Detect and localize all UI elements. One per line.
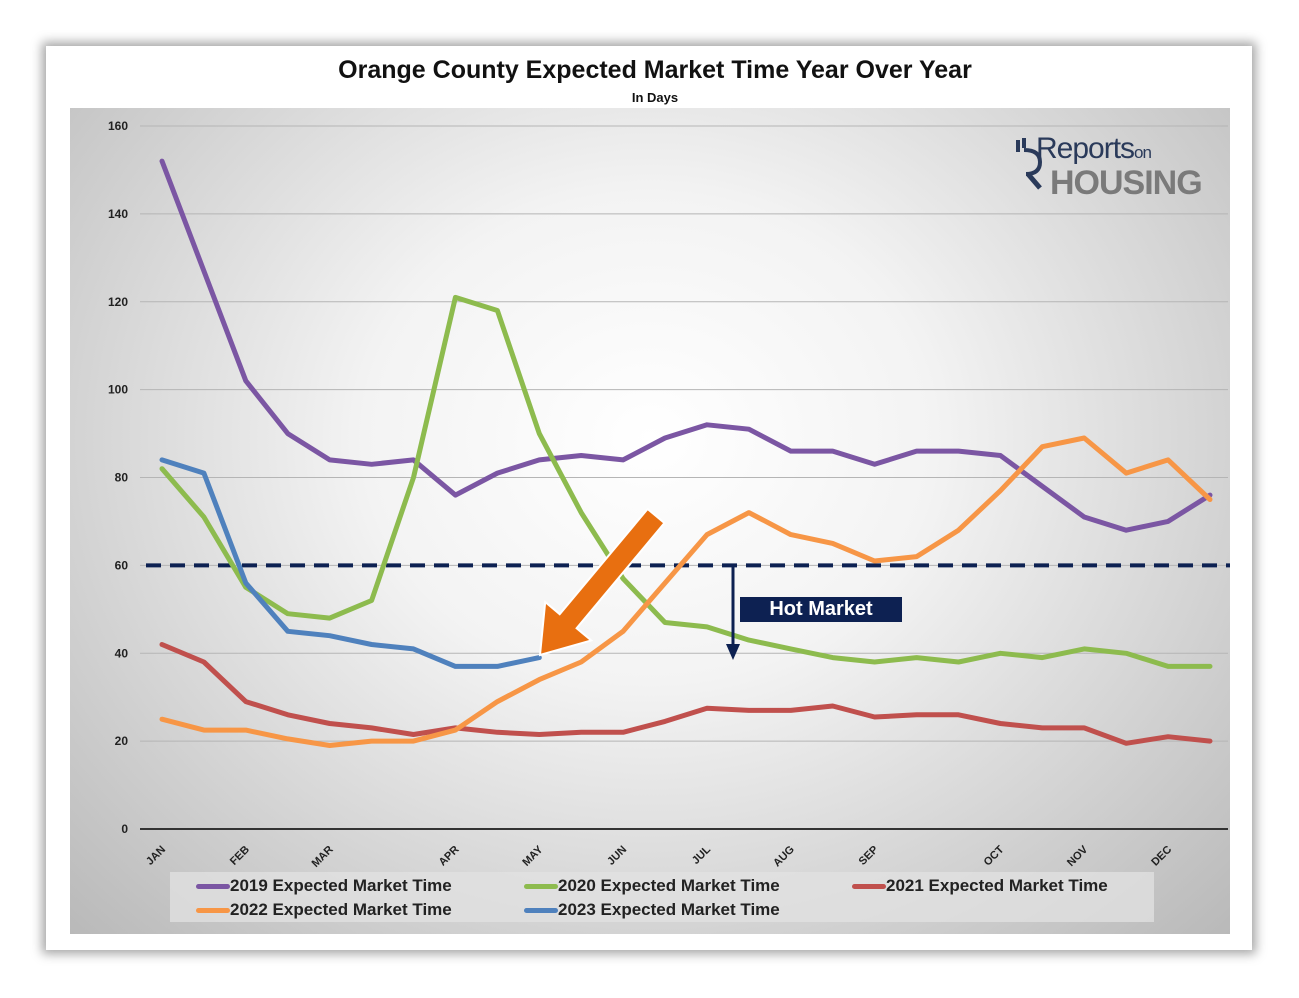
logo-text-housing: HOUSING (1050, 164, 1203, 202)
series-line-2021 (159, 642, 1213, 746)
x-tick-label: DEC (1149, 844, 1174, 869)
legend-item-2022: 2022 Expected Market Time (196, 900, 452, 920)
x-tick-label: JUL (690, 843, 713, 866)
legend-item-2019: 2019 Expected Market Time (196, 876, 452, 896)
x-tick-label: JAN (144, 844, 168, 868)
series-line-2023 (159, 457, 542, 669)
x-axis-ticks: JAN FEB MAR APR MAY JUN JUL AUG SEP OCT NOV DEC (144, 843, 1174, 870)
legend-swatch-2022 (196, 908, 230, 914)
orange-callout-arrow (538, 507, 666, 657)
hot-market-arrow-head (726, 644, 740, 660)
x-tick-label: NOV (1065, 843, 1091, 869)
series-line-2020 (159, 294, 1213, 669)
y-tick-label: 0 (121, 822, 128, 836)
y-axis-ticks: 0 20 40 60 80 100 120 140 160 (108, 119, 128, 836)
legend-label-2022: 2022 Expected Market Time (230, 900, 452, 919)
legend-swatch-2023 (524, 908, 558, 914)
x-tick-label: OCT (982, 843, 1007, 868)
legend-item-2020: 2020 Expected Market Time (524, 876, 780, 896)
x-tick-label: AUG (771, 844, 797, 870)
y-tick-label: 160 (108, 119, 128, 133)
arrows (538, 507, 740, 660)
legend-swatch-2020 (524, 884, 558, 890)
gridlines (140, 125, 1228, 830)
series-line-2022 (159, 435, 1213, 748)
x-tick-label: APR (437, 844, 462, 869)
legend-label-2021: 2021 Expected Market Time (886, 876, 1108, 895)
series-lines (159, 158, 1213, 748)
y-tick-label: 40 (115, 646, 129, 660)
legend-item-2021: 2021 Expected Market Time (852, 876, 1108, 896)
chart-title: Orange County Expected Market Time Year … (338, 56, 972, 84)
x-tick-label: SEP (857, 844, 881, 868)
y-tick-label: 120 (108, 295, 128, 309)
y-tick-label: 80 (115, 471, 129, 485)
y-tick-label: 140 (108, 207, 128, 221)
series-line-2019 (159, 158, 1213, 533)
x-tick-label: FEB (228, 844, 252, 868)
legend-swatch-2021 (852, 884, 886, 890)
magnifier-logo-icon (1016, 138, 1043, 190)
hot-market-label: Hot Market (740, 597, 902, 622)
x-tick-label: JUN (605, 844, 629, 868)
legend-label-2023: 2023 Expected Market Time (558, 900, 780, 919)
x-tick-label: MAY (520, 843, 546, 869)
y-tick-label: 60 (115, 558, 129, 572)
legend-item-2023: 2023 Expected Market Time (524, 900, 780, 920)
legend-label-2019: 2019 Expected Market Time (230, 876, 452, 895)
logo-text-reports: Reportson (1036, 132, 1152, 165)
legend-label-2020: 2020 Expected Market Time (558, 876, 780, 895)
y-tick-label: 20 (115, 734, 129, 748)
legend-swatch-2019 (196, 884, 230, 890)
legend: 2019 Expected Market Time 2020 Expected … (170, 872, 1154, 922)
chart-subtitle: In Days (631, 90, 679, 105)
x-tick-label: MAR (310, 844, 336, 870)
y-tick-label: 100 (108, 383, 128, 397)
reports-on-housing-logo: Reportson HOUSING (1014, 132, 1218, 204)
